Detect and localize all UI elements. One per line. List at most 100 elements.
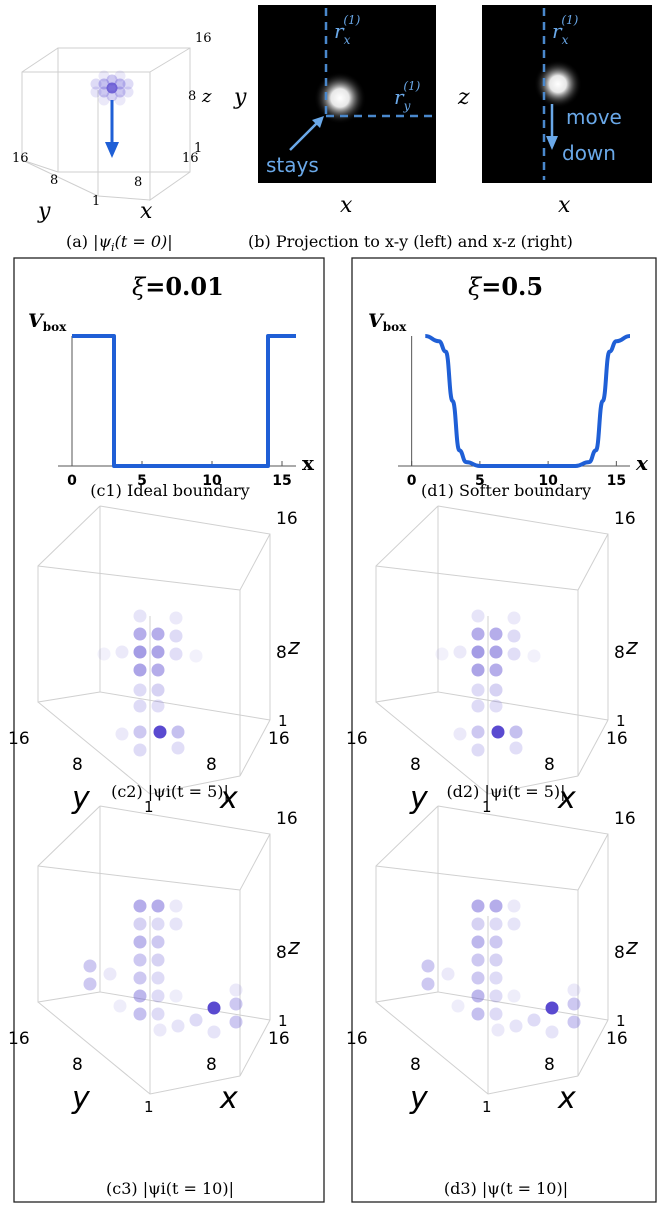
wavefunction-dot [451,999,465,1013]
projection-xz: rx(1) move down z x [457,5,652,218]
wavefunction-dot [153,1023,167,1037]
stays-arrow-icon [312,116,324,128]
wavefunction-dot [151,663,165,677]
cube-edge [37,505,101,703]
tick-x8: 8 [544,1055,555,1075]
wavefunction-dot [151,645,165,659]
wavefunction-dot [133,935,147,949]
vbox-label: Vbox [368,310,407,334]
wavefunction-dot [489,953,503,967]
cube-edge [375,805,439,1003]
wavefunction-dot [169,899,183,913]
tick-x8: 8 [544,755,555,775]
cube-edge [99,506,271,721]
cube-edge [37,865,241,891]
x-tick-label: 5 [475,473,485,489]
wavefunction-dot [133,899,147,913]
wavefunction-dot [491,1023,505,1037]
tick-z1: 1 [616,1012,626,1030]
x-tick-label: 10 [202,473,222,489]
wavefunction-dot [471,743,485,757]
annotation-down: down [562,141,616,165]
wavefunction-dot [229,997,243,1011]
wavefunction-dot [471,935,485,949]
axis-x-label: x [557,781,576,816]
wavefunction-dot [115,727,129,741]
wavefunction-dot [169,647,183,661]
wavefunction-dot [151,989,165,1003]
cube-edge [577,533,609,777]
wavefunction-dot [471,609,485,623]
wavefunction-dot [471,683,485,697]
wavefunction-dot [507,899,521,913]
wavefunction-dot [567,983,581,997]
wavefunction-dot [489,683,503,697]
wavefunction-dot [509,741,523,755]
wavefunction-dot [106,90,118,102]
wavefunction-dot [83,959,97,973]
wavefunction-dot [189,649,203,663]
axis-z-label: z [287,635,300,660]
tick-y8: 8 [410,1055,421,1075]
tick-y16: 16 [12,151,29,166]
wavefunction-dot [509,1019,523,1033]
label-ry: ry(1) [394,79,421,113]
wavefunction-dot [471,953,485,967]
wavefunction-dot [171,725,185,739]
axis-y-label: y [409,781,429,816]
caption-cube: (d2) |ψi(t = 5)| [446,782,565,801]
cube-edge [437,506,609,721]
tick-origin: 1 [144,1098,154,1116]
wavefunction-dot [151,899,165,913]
wavefunction-dot [527,649,541,663]
wavefunction-dot [489,1007,503,1021]
wavefunction-dot [489,899,503,913]
tick-y8: 8 [50,173,58,188]
tick-y8: 8 [72,755,83,775]
wavefunction-dot [171,1019,185,1033]
wavefunction-dot [229,983,243,997]
wavefunction-dot [98,86,110,98]
panel-left-frame [13,257,325,1203]
move-down-arrow-icon [546,136,558,150]
proj-left-x-axis: x [340,193,353,218]
x-tick-label: 5 [137,473,147,489]
tick-z16: 16 [276,809,298,829]
tick-z16: 16 [276,509,298,529]
axis-z-label: z [287,935,300,960]
wavefunction-dot [471,917,485,931]
tick-z16: 16 [614,509,636,529]
x-axis-label: x [302,451,315,475]
wavefunction-dot [545,1025,559,1039]
axis-y-label: y [37,199,51,224]
wavefunction-dot [471,725,485,739]
wavefunction-dot [133,725,147,739]
cube-edge [437,805,609,1020]
tick-origin: 1 [144,798,154,816]
cube-edge [239,833,271,1077]
x-tick-label: 15 [607,473,626,489]
wavefunction-dot [489,935,503,949]
wavefunction-dot [169,917,183,931]
axis-x-label: x [219,1081,238,1116]
cube-edge [37,805,101,1003]
label-rx: rx(1) [334,13,361,47]
tick-x8: 8 [206,1055,217,1075]
wavefunction-dot [133,1007,147,1021]
axis-y-label: y [71,1081,91,1116]
caption-cube: (d3) |ψ(t = 10)| [444,1179,568,1198]
wavefunction-dot [507,647,521,661]
x-tick-label: 0 [407,473,417,489]
wavefunction-dot [113,999,127,1013]
wavefunction-dot [151,953,165,967]
wavefunction-dot [133,627,147,641]
tick-x16: 16 [606,729,628,749]
cube-edge [99,806,271,1021]
wavefunction-dot [471,971,485,985]
wavefunction-dot [103,967,117,981]
axis-x-label: x [557,1081,576,1116]
tick-y16: 16 [8,1029,30,1049]
tick-z16: 16 [614,809,636,829]
